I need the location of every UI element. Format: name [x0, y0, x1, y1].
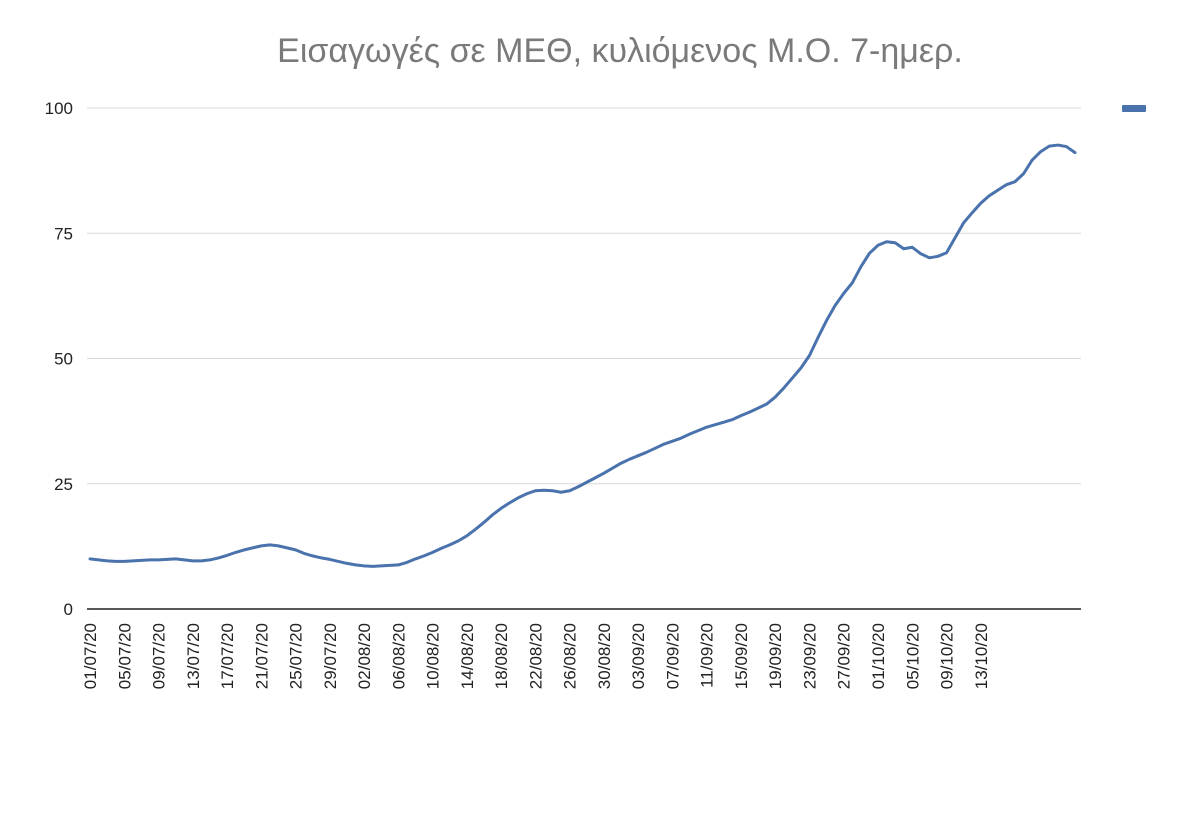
y-tick-label: 100 [45, 99, 73, 118]
x-tick-label: 27/09/20 [835, 623, 854, 689]
y-axis-ticks: 0 25 50 75 100 [45, 99, 73, 619]
x-tick-label: 02/08/20 [355, 623, 374, 689]
legend-swatch [1122, 105, 1146, 112]
x-tick-label: 10/08/20 [424, 623, 443, 689]
x-tick-label: 13/10/20 [972, 623, 991, 689]
x-tick-label: 05/07/20 [115, 623, 134, 689]
y-tick-label: 50 [54, 350, 73, 369]
x-tick-label: 14/08/20 [458, 623, 477, 689]
x-tick-label: 09/07/20 [150, 623, 169, 689]
x-tick-label: 05/10/20 [903, 623, 922, 689]
x-tick-label: 03/09/20 [629, 623, 648, 689]
series-line [90, 145, 1075, 566]
x-tick-label: 13/07/20 [184, 623, 203, 689]
x-tick-label: 26/08/20 [561, 623, 580, 689]
x-tick-label: 19/09/20 [766, 623, 785, 689]
x-tick-label: 30/08/20 [595, 623, 614, 689]
x-tick-label: 01/10/20 [869, 623, 888, 689]
chart-title: Εισαγωγές σε ΜΕΘ, κυλιόμενος Μ.Ο. 7-ημερ… [277, 32, 963, 70]
x-tick-label: 06/08/20 [389, 623, 408, 689]
x-tick-label: 09/10/20 [938, 623, 957, 689]
x-tick-label: 07/09/20 [663, 623, 682, 689]
gridlines [87, 108, 1081, 484]
x-tick-label: 15/09/20 [732, 623, 751, 689]
x-tick-label: 17/07/20 [218, 623, 237, 689]
y-tick-label: 75 [54, 224, 73, 243]
x-tick-label: 18/08/20 [492, 623, 511, 689]
x-tick-label: 01/07/20 [81, 623, 100, 689]
y-tick-label: 25 [54, 475, 73, 494]
x-tick-label: 22/08/20 [526, 623, 545, 689]
y-tick-label: 0 [64, 600, 73, 619]
x-tick-label: 21/07/20 [252, 623, 271, 689]
x-axis-ticks: 01/07/20 05/07/20 09/07/20 13/07/20 17/07/20… [81, 623, 991, 689]
x-tick-label: 11/09/20 [698, 623, 717, 688]
x-tick-label: 25/07/20 [287, 623, 306, 689]
x-tick-label: 23/09/20 [800, 623, 819, 689]
x-tick-label: 29/07/20 [321, 623, 340, 689]
